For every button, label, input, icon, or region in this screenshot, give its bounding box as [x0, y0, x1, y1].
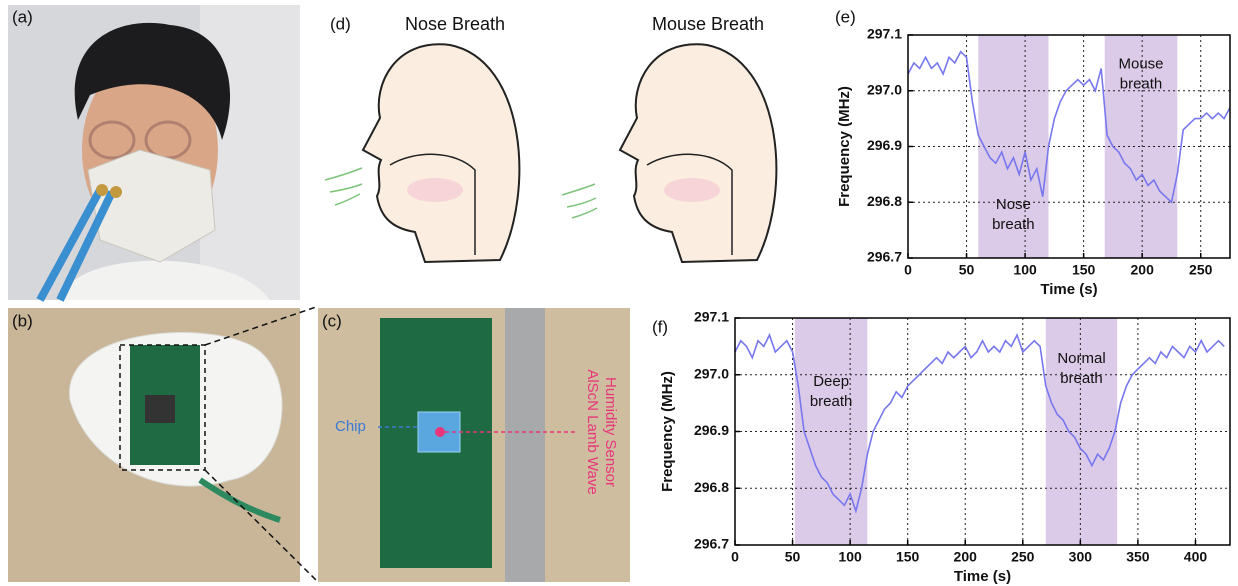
- illustration-title: Nose Breath: [405, 14, 505, 34]
- chip-label: Chip: [335, 418, 366, 435]
- breath-lines: [325, 168, 362, 205]
- y-tick-label: 296.9: [867, 137, 902, 153]
- y-tick-label: 296.7: [867, 249, 902, 265]
- x-tick-label: 150: [896, 549, 920, 565]
- y-tick-label: 297.1: [867, 26, 902, 42]
- page: (a) (b) (c) Chip AlScN Lamb Wave Humidit…: [0, 0, 1238, 586]
- region-label: Deep: [813, 373, 849, 390]
- y-axis-label: Frequency (MHz): [836, 86, 853, 207]
- x-axis-label: Time (s): [954, 568, 1011, 585]
- x-tick-label: 200: [954, 549, 978, 565]
- y-tick-label: 296.7: [694, 536, 729, 552]
- x-tick-label: 200: [1131, 262, 1155, 278]
- y-tick-label: 297.0: [694, 365, 729, 381]
- panel-label: (a): [12, 7, 33, 26]
- photo-b: [8, 308, 300, 582]
- region-label: breath: [810, 393, 853, 410]
- panel-label: (e): [835, 7, 856, 26]
- x-tick-label: 300: [1069, 549, 1093, 565]
- x-tick-label: 0: [731, 549, 739, 565]
- x-tick-label: 100: [838, 549, 862, 565]
- x-tick-label: 400: [1184, 549, 1208, 565]
- x-tick-label: 0: [904, 262, 912, 278]
- head-left: [363, 44, 519, 262]
- photo-c: [318, 308, 630, 582]
- sensor-label: Humidity Sensor: [602, 377, 619, 487]
- x-tick-label: 100: [1013, 262, 1037, 278]
- y-tick-label: 297.1: [694, 309, 729, 325]
- photo-a: [8, 5, 300, 300]
- y-tick-label: 296.8: [867, 193, 902, 209]
- panel-label: (f): [652, 317, 668, 336]
- region-label: Mouse: [1118, 56, 1163, 73]
- panel-label: (d): [330, 14, 351, 33]
- region-label: breath: [1060, 370, 1103, 387]
- x-tick-label: 250: [1189, 262, 1213, 278]
- x-tick-label: 250: [1011, 549, 1035, 565]
- y-tick-label: 296.9: [694, 422, 729, 438]
- region-label: Nose: [996, 196, 1031, 213]
- y-axis-label: Frequency (MHz): [659, 371, 676, 492]
- sensor-label: AlScN Lamb Wave: [584, 369, 601, 494]
- panel-label: (b): [12, 311, 33, 330]
- head-right: [620, 44, 776, 262]
- x-tick-label: 150: [1072, 262, 1096, 278]
- panel-label: (c): [322, 311, 342, 330]
- breath-lines: [562, 184, 597, 218]
- data-line: [908, 52, 1230, 203]
- figure: (a) (b) (c) Chip AlScN Lamb Wave Humidit…: [0, 0, 1238, 586]
- region-label: breath: [1120, 76, 1163, 93]
- x-axis-label: Time (s): [1040, 281, 1097, 298]
- x-tick-label: 350: [1126, 549, 1150, 565]
- illustration-title: Mouse Breath: [652, 14, 764, 34]
- x-tick-label: 50: [785, 549, 801, 565]
- region-label: Normal: [1057, 350, 1105, 367]
- region-label: breath: [992, 216, 1035, 233]
- y-tick-label: 297.0: [867, 81, 902, 97]
- x-tick-label: 50: [959, 262, 975, 278]
- y-tick-label: 296.8: [694, 479, 729, 495]
